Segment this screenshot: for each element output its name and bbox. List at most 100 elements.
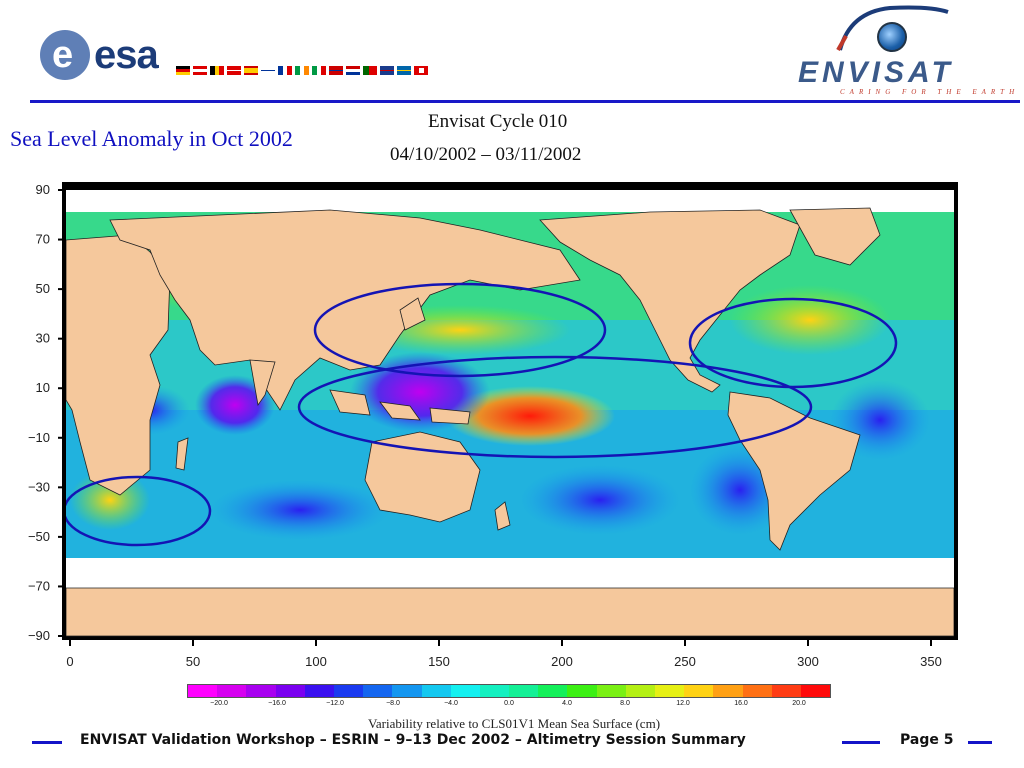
y-tick-mark (58, 288, 64, 291)
y-tick-label: 90 (36, 182, 50, 197)
footer-dash (842, 741, 880, 744)
envisat-orbit-icon (836, 5, 949, 51)
slide-title: Sea Level Anomaly in Oct 2002 (10, 126, 293, 151)
land-australia (364, 431, 481, 523)
colorbar-tick-label: 20.0 (792, 700, 806, 707)
colorbar-swatch (275, 685, 305, 697)
x-tick-mark (438, 640, 440, 646)
x-tick-mark (807, 640, 809, 646)
y-tick-label: 10 (36, 380, 50, 395)
land-eurasia (109, 209, 581, 411)
page-number: Page 5 (900, 732, 954, 748)
colorbar-tick-label: −16.0 (268, 700, 286, 707)
x-tick-mark (192, 640, 194, 646)
flag-icon (176, 66, 190, 75)
flag-icon (227, 66, 241, 75)
flag-icon (363, 66, 377, 75)
colorbar-labels: −20.0 −16.0 −12.0 −8.0 −4.0 0.0 4.0 8.0 12.0 16.0… (187, 700, 831, 710)
y-tick-label: −90 (28, 628, 50, 643)
flag-icon (210, 66, 225, 75)
land-masses (66, 207, 954, 637)
y-tick-mark (58, 189, 64, 191)
flag-icon (193, 66, 207, 75)
footer: ENVISAT Validation Workshop – ESRIN – 9–… (0, 730, 1024, 754)
flag-icon (278, 66, 293, 75)
colorbar-swatch (479, 685, 510, 697)
sea-level-anomaly-map: 90 70 50 30 10 −10 −30 −50 −70 −90 0 50 100 150 200 25… (28, 182, 958, 669)
colorbar-swatch (684, 685, 714, 697)
y-tick-mark (58, 238, 64, 241)
footer-dash (32, 741, 62, 744)
y-tick-mark (58, 387, 64, 390)
colorbar-swatch (625, 685, 655, 697)
flag-icon (346, 66, 360, 75)
flag-icon (380, 66, 394, 75)
land-greenland (789, 207, 881, 266)
esa-logo-e: e (52, 34, 74, 76)
colorbar (187, 684, 831, 698)
colorbar-swatch (800, 685, 831, 697)
colorbar-swatch (567, 685, 597, 697)
x-tick-label: 250 (674, 654, 696, 669)
x-tick-label: 200 (551, 654, 573, 669)
highlight-north-pacific (313, 282, 607, 378)
map-title: Envisat Cycle 010 (428, 111, 568, 132)
flag-icon (295, 66, 310, 75)
colorbar-tick-label: −20.0 (210, 700, 228, 707)
y-tick-label: −70 (28, 578, 50, 593)
x-tick-label: 350 (920, 654, 942, 669)
x-tick-label: 50 (186, 654, 200, 669)
colorbar-tick-label: −12.0 (326, 700, 344, 707)
x-tick-label: 150 (428, 654, 450, 669)
x-tick-mark (930, 640, 932, 646)
colorbar-caption: Variability relative to CLS01V1 Mean Sea… (367, 716, 661, 731)
land-antarctica (66, 587, 954, 637)
y-tick-label: −50 (28, 529, 50, 544)
y-axis: 90 70 50 30 10 −10 −30 −50 −70 −90 (28, 182, 64, 643)
x-tick-mark (684, 640, 686, 646)
envisat-tagline: CARING FOR THE EARTH (840, 88, 1020, 96)
colorbar-tick-label: 4.0 (562, 700, 572, 707)
colorbar-swatch (363, 685, 393, 697)
colorbar-swatch (188, 685, 218, 697)
y-tick-mark (58, 436, 64, 439)
y-tick-mark (58, 337, 64, 340)
flag-icon (244, 66, 258, 75)
header-divider (30, 100, 1020, 103)
colorbar-tick-label: −8.0 (386, 700, 400, 707)
colorbar-swatch (655, 685, 685, 697)
footer-dash (968, 741, 992, 744)
y-tick-label: 30 (36, 331, 50, 346)
y-tick-label: 50 (36, 281, 50, 296)
member-state-flags (176, 66, 428, 76)
y-tick-mark (58, 486, 64, 489)
colorbar-swatch (333, 685, 364, 697)
colorbar-tick-label: −4.0 (444, 700, 458, 707)
esa-logo-text: esa (94, 33, 159, 77)
colorbar-tick-label: 12.0 (676, 700, 690, 707)
flag-icon (397, 66, 411, 75)
colorbar-swatch (742, 685, 772, 697)
x-tick-mark (69, 640, 71, 646)
flag-icon (329, 66, 343, 75)
colorbar-tick-label: 0.0 (504, 700, 514, 707)
colorbar-swatch (246, 685, 276, 697)
land-south-america (727, 391, 861, 551)
highlight-south-atlantic (66, 475, 212, 547)
y-tick-mark (58, 535, 64, 538)
highlight-equatorial-pacific (297, 355, 813, 459)
land-north-america (539, 209, 801, 393)
colorbar-tick-label: 16.0 (734, 700, 748, 707)
x-axis: 0 50 100 150 200 250 300 350 (66, 640, 942, 669)
x-tick-label: 0 (66, 654, 73, 669)
colorbar-swatch (771, 685, 801, 697)
colorbar-tick-label: 8.0 (620, 700, 630, 707)
highlight-north-atlantic (688, 297, 898, 389)
x-tick-mark (315, 640, 317, 646)
map-date-range: 04/10/2002 – 03/11/2002 (390, 144, 582, 165)
envisat-logo: ENVISAT CARING FOR THE EARTH (790, 0, 1020, 98)
envisat-logo-text: ENVISAT (798, 56, 954, 89)
x-tick-label: 300 (797, 654, 819, 669)
flag-icon (261, 66, 275, 75)
colorbar-swatch (392, 685, 422, 697)
